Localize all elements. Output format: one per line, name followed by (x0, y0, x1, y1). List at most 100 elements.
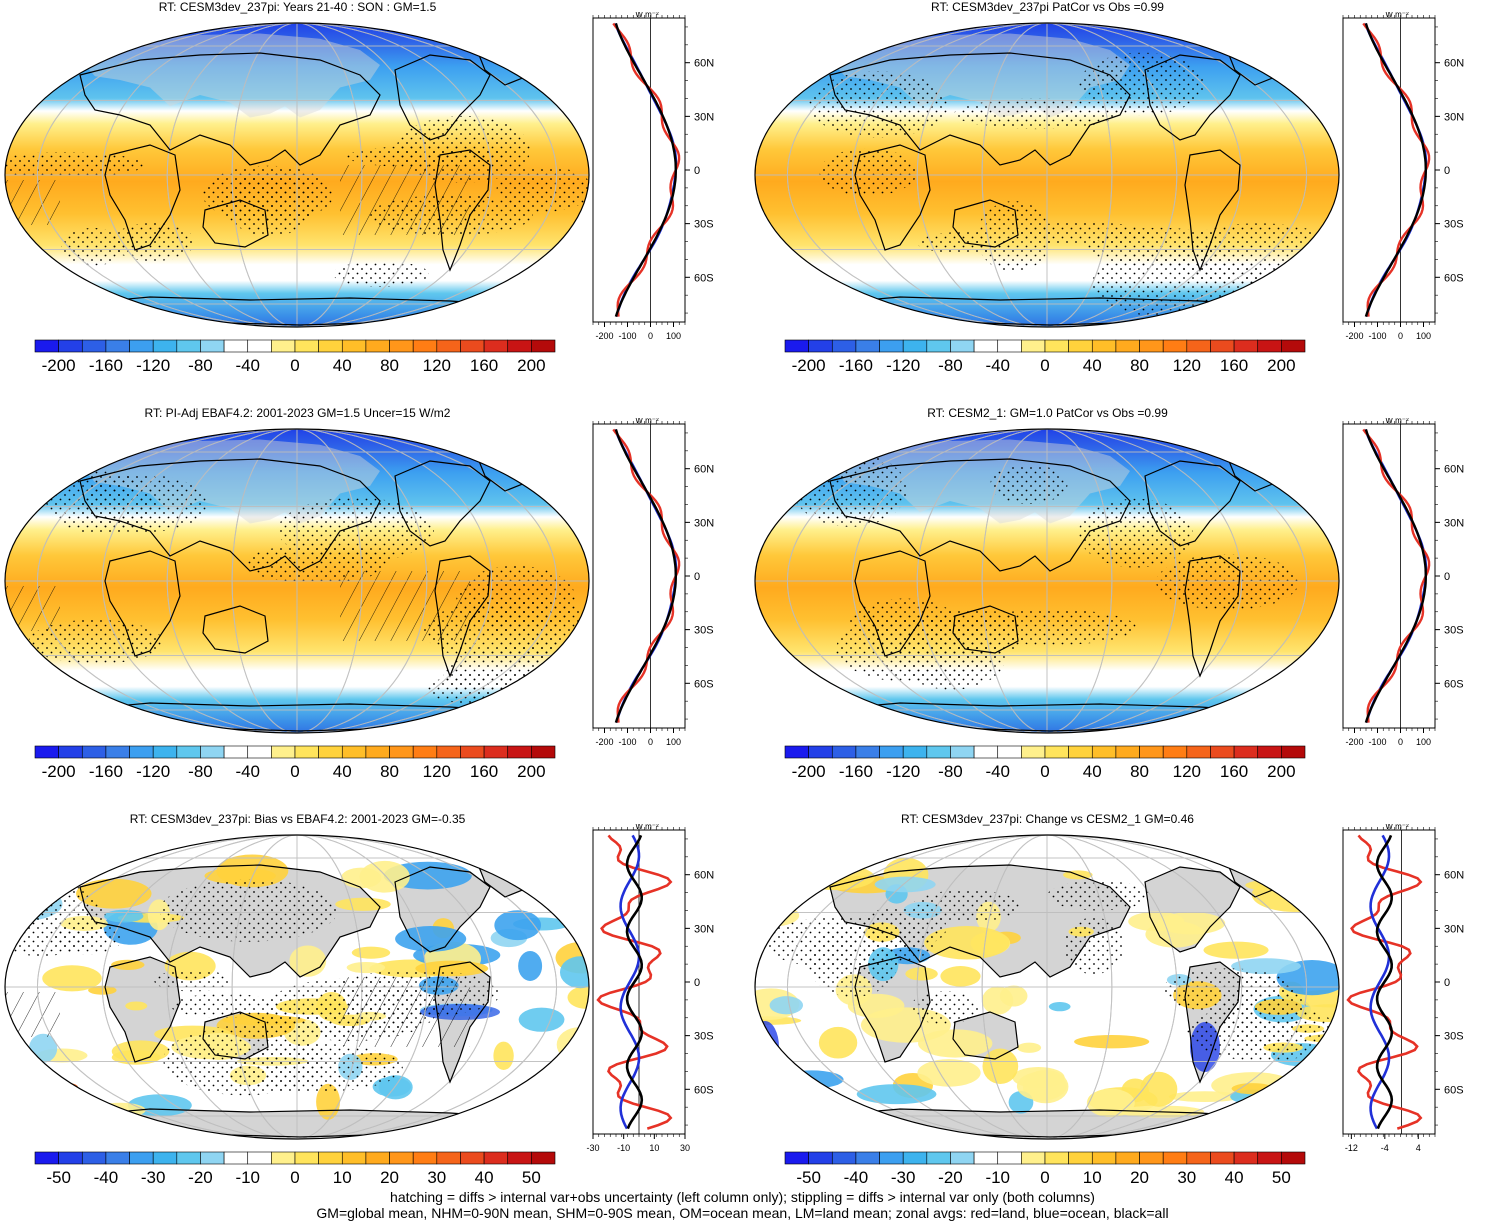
colorbar-tick-label: 200 (517, 762, 545, 781)
panel-p1: RT: CESM3dev_237pi: Years 21-40 : SON : … (0, 0, 742, 406)
anomaly-patch (518, 950, 543, 981)
colorbar-tick-label: 160 (1220, 356, 1248, 375)
coastline (202, 199, 269, 248)
colorbar-swatch (1068, 339, 1093, 353)
anomaly-patch (856, 1084, 937, 1105)
profile-curve (614, 429, 678, 723)
colorbar-swatch (1091, 1151, 1117, 1165)
coastline (79, 864, 381, 978)
profile-frame (592, 17, 686, 323)
stippling (61, 227, 126, 266)
lat-tick-label: 60N (1444, 58, 1464, 70)
colorbar-swatch (1186, 745, 1211, 759)
colorbar-swatch (1115, 745, 1140, 759)
lat-tick-label: 60S (694, 272, 714, 284)
colorbar-p5: -50 -40 -30 -20 -10 0 10 20 30 40 50 (34, 1151, 556, 1187)
graticule-lon (981, 23, 1113, 327)
map-p6 (754, 834, 1340, 1140)
x-tick-label: -10 (617, 1143, 630, 1153)
map-field (755, 835, 1339, 1139)
profile-curve (1375, 834, 1394, 1130)
graticule-lon (166, 23, 428, 327)
colorbar-swatch (784, 339, 809, 353)
map-field (5, 835, 589, 1139)
colorbar-tick-label: -80 (188, 356, 213, 375)
colorbar-tick-label: 0 (290, 356, 299, 375)
colorbar-swatch (176, 745, 201, 759)
lat-tick-label: 30S (694, 219, 714, 231)
map-outline (4, 22, 590, 328)
graticule-lon (231, 429, 363, 733)
colorbar-swatch (436, 745, 461, 759)
colorbar-swatch (950, 339, 975, 353)
x-tick-label: 0 (648, 331, 653, 341)
colorbar-swatch (926, 745, 951, 759)
map-p4 (754, 428, 1340, 734)
colorbar-tick-label: -50 (796, 1168, 821, 1187)
colorbar-swatch (1021, 745, 1046, 759)
colorbar-swatch (1021, 339, 1046, 353)
land-shading (830, 439, 1130, 524)
colorbar-tick-label: 20 (380, 1168, 399, 1187)
colorbar-swatch (460, 745, 485, 759)
anomaly-patch (1245, 879, 1300, 891)
colorbar-swatch (1091, 745, 1117, 759)
colorbar-swatch (1257, 339, 1282, 353)
anomaly-patch (359, 860, 410, 893)
graticule-lon (851, 835, 1243, 1139)
lat-tick-label: 30N (694, 923, 714, 935)
coastline (1144, 54, 1241, 141)
anomaly-patch (755, 1016, 802, 1026)
map-globe (4, 428, 590, 734)
colorbar-swatch (808, 1151, 833, 1165)
colorbar-swatch (483, 1151, 509, 1165)
colorbar-swatch (223, 745, 249, 759)
panel-title: RT: PI-Adj EBAF4.2: 2001-2023 GM=1.5 Unc… (144, 406, 451, 420)
colorbar-swatch (483, 745, 509, 759)
graticule-lon (851, 23, 1243, 327)
colorbar-swatch (152, 1151, 178, 1165)
anomaly-patch (524, 1082, 586, 1113)
graticule-lon (231, 23, 363, 327)
graticule-lon (36, 429, 558, 733)
colorbar-tick-label: 0 (1040, 356, 1049, 375)
coastline (434, 555, 491, 678)
colorbar-swatch (412, 745, 438, 759)
panel-p5: RT: CESM3dev_237pi: Bias vs EBAF4.2: 200… (0, 812, 742, 1218)
profile-curve (1364, 429, 1428, 723)
colorbar-swatch (997, 745, 1022, 759)
lat-tick-label: 60N (1444, 464, 1464, 476)
colorbar-tick-label: 200 (517, 356, 545, 375)
colorbar-tick-label: 40 (1083, 356, 1102, 375)
colorbar-tick-label: -50 (46, 1168, 71, 1187)
colorbar-tick-label: -10 (235, 1168, 260, 1187)
profile-frame (1342, 17, 1436, 323)
colorbar-tick-label: 160 (1220, 762, 1248, 781)
colorbar-swatch (1162, 1151, 1188, 1165)
x-tick-label: 0 (1398, 737, 1403, 747)
panel-p6: RT: CESM3dev_237pi: Change vs CESM2_1 GM… (750, 812, 1485, 1218)
colorbar-tick-label: -120 (886, 356, 920, 375)
colorbar-swatch (460, 1151, 485, 1165)
coastline (434, 961, 491, 1084)
panel-p2: RT: CESM3dev_237pi PatCor vs Obs =0.99 W… (750, 0, 1485, 406)
coastline (952, 199, 1019, 248)
unit-label: W m⁻² (1385, 12, 1409, 19)
coastline (952, 1011, 1019, 1060)
coastline (1184, 555, 1241, 678)
colorbar-swatch (531, 339, 556, 353)
coastline (829, 458, 1131, 572)
lat-tick-label: 0 (1444, 977, 1450, 989)
coastline (829, 52, 1131, 166)
graticule-lon (916, 23, 1178, 327)
graticule-lon (166, 835, 428, 1139)
colorbar-swatch (1162, 745, 1188, 759)
anomaly-patch (335, 897, 391, 911)
stippling (154, 969, 231, 992)
anomaly-patch (874, 876, 936, 893)
lat-tick-label: 0 (1444, 571, 1450, 583)
colorbar-swatch (1186, 339, 1211, 353)
colorbar-tick-label: -200 (792, 762, 826, 781)
lat-tick-label: 60S (1444, 678, 1464, 690)
lat-tick-label: 0 (694, 977, 700, 989)
